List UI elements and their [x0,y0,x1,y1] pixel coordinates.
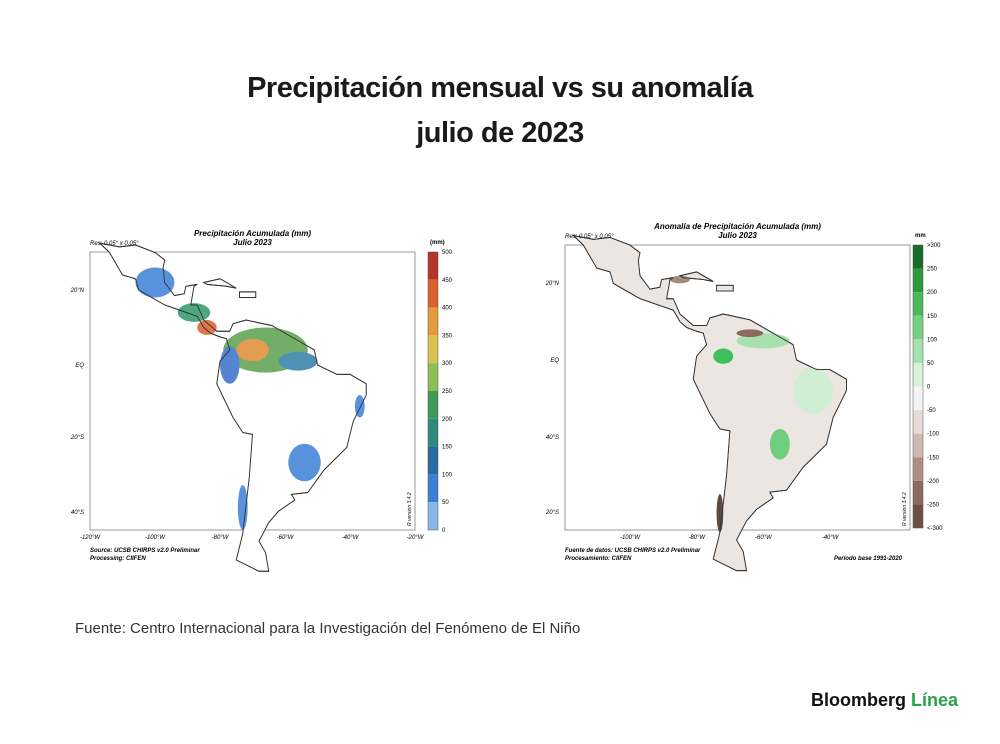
colorbar-label: 0 [927,385,931,391]
lon-label: -40°W [822,535,840,541]
colorbar-segment [428,307,438,336]
colorbar-segment [913,480,923,505]
colorbar-segment [913,410,923,434]
colorbar-segment [428,446,438,475]
colorbar-label: -100 [927,432,940,438]
lon-label: -120°W [80,535,101,541]
colorbar-label: 450 [442,278,453,284]
title: Precipitación mensual vs su anomalía [247,72,753,104]
lon-label: -80°W [688,535,706,541]
map-source: Source: UCSB CHIRPS v2.0 Preliminar [90,548,200,554]
colorbar-segment [428,391,438,419]
colorbar-frame [427,251,439,531]
maps: Precipitación Acumulada (mm)Julio 2023Re… [70,222,943,574]
colorbar-label: -50 [927,408,936,414]
colorbar-label: 350 [442,333,453,339]
colorbar-label: -200 [927,479,940,485]
lat-label: 20°S [70,435,84,441]
lon-label: -60°W [755,535,773,541]
lon-label: -80°W [212,535,230,541]
colorbar-segment [428,335,438,364]
unit: (mm) [430,240,445,246]
version: R version 3.4.2 [902,492,908,526]
lon-label: -60°W [277,535,295,541]
map-subtitle: Julio 2023 [718,231,757,240]
colorbar-frame [912,244,924,529]
colorbar-segment [428,279,438,308]
colorbar-label: 250 [927,267,938,273]
colorbar-label: <-300 [927,526,943,532]
colorbar-segment [913,457,923,481]
lat-label: EQ [75,363,84,369]
colorbar-label: 300 [442,361,453,367]
colorbar-label: 500 [442,250,453,256]
colorbar-label: 150 [927,314,938,320]
colorbar-label: 100 [927,337,938,343]
lat-label: 20°N [70,288,85,294]
colorbar-segment [913,504,923,528]
base-period: Período base 1991-2020 [834,556,903,562]
colorbar-label: 250 [442,389,453,395]
colorbar-label: -250 [927,502,940,508]
colorbar-segment [913,292,923,316]
colorbar-segment [428,502,438,530]
resolution: Res: 0.05° x 0.05° [565,234,614,240]
lat-label: EQ [550,358,559,364]
colorbar-label: 0 [442,528,446,534]
map-left [97,241,369,574]
lon-label: -100°W [620,535,641,541]
colorbar-segment [913,433,923,458]
source: Fuente: Centro Internacional para la Inv… [75,620,581,637]
resolution: Res: 0.05° x 0.05° [90,241,139,247]
colorbar-segment [913,268,923,293]
colorbar-segment [428,252,438,280]
brand: Bloomberg Línea [811,690,958,711]
map-title: Precipitación Acumulada (mm) [194,229,311,238]
colorbar-label: >300 [927,243,941,249]
map-title: Anomalía de Precipitación Acumulada (mm) [653,222,821,231]
colorbar-segment [913,339,923,363]
colorbar-segment [428,474,438,503]
colorbar-segment [913,315,923,340]
colorbar-segment [428,363,438,391]
colorbar-segment [913,245,923,269]
colorbar-segment [913,362,923,387]
colorbar-label: 200 [927,290,938,296]
lon-label: -20°W [407,535,425,541]
brand-name: Bloomberg [810,690,906,710]
lon-label: -40°W [342,535,360,541]
lat-label: 20°S [545,510,559,516]
colorbar-label: 100 [442,472,453,478]
colorbar-label: 50 [442,500,449,506]
lat-label: 40°S [71,510,84,516]
map-right [571,233,849,573]
map-source: Fuente de datos: UCSB CHIRPS v2.0 Prelim… [565,548,701,554]
title: julio de 2023 [416,117,584,149]
colorbar-label: 150 [442,445,453,451]
map-subtitle: Julio 2023 [233,238,272,247]
lat-label: 40°S [546,435,559,441]
colorbar-label: -150 [927,455,940,461]
lat-label: 20°N [545,281,560,287]
lon-label: -100°W [145,535,166,541]
colorbar-label: 200 [442,417,453,423]
colorbar-label: 50 [927,361,934,367]
map-source: Processing: CIIFEN [90,556,146,562]
version: R version 3.4.2 [407,492,413,526]
brand-accent: Línea [910,690,958,710]
colorbar-segment [913,386,923,411]
unit: mm [915,233,926,239]
map-source: Procesamiento: CIIFEN [565,556,632,562]
colorbar-label: 400 [442,306,453,312]
colorbar-segment [428,418,438,447]
